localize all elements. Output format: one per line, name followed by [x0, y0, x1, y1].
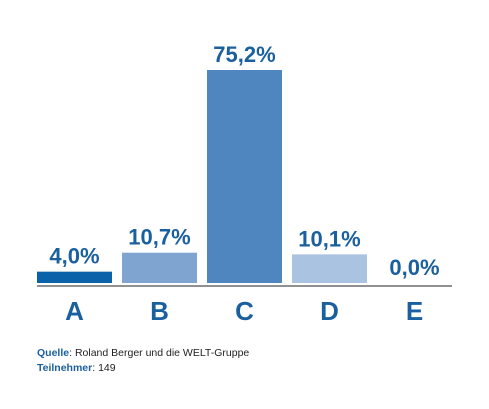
- participants-label: Teilnehmer: [37, 362, 93, 374]
- value-label-e: 0,0%: [389, 255, 439, 280]
- bar-a: [37, 271, 112, 283]
- bar-b: [122, 252, 197, 283]
- category-label-a: A: [65, 296, 84, 326]
- source-label: Quelle: [37, 347, 70, 359]
- value-label-d: 10,1%: [298, 226, 360, 251]
- source-text: : Roland Berger und die WELT-Gruppe: [69, 347, 250, 359]
- chart-footer: Quelle: Roland Berger und die WELT-Grupp…: [37, 346, 249, 376]
- category-label-c: C: [235, 296, 254, 326]
- source-line: Quelle: Roland Berger und die WELT-Grupp…: [37, 346, 249, 361]
- participants-line: Teilnehmer: 149: [37, 361, 249, 376]
- value-label-a: 4,0%: [49, 244, 99, 269]
- category-labels-group: A B C D E: [65, 296, 423, 326]
- category-label-e: E: [406, 296, 423, 326]
- category-label-d: D: [320, 296, 339, 326]
- value-labels-group: 4,0% 10,7% 75,2% 10,1% 0,0%: [49, 42, 439, 280]
- bar-d: [292, 254, 367, 283]
- participants-text: : 149: [92, 362, 116, 374]
- category-label-b: B: [150, 296, 169, 326]
- bar-c: [207, 70, 282, 283]
- value-label-b: 10,7%: [128, 225, 190, 250]
- value-label-c: 75,2%: [213, 42, 275, 67]
- bars-group: [37, 70, 367, 283]
